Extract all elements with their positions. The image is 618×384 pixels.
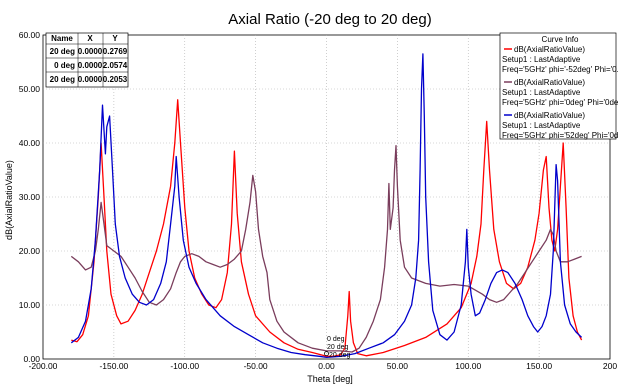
x-tick-label: 150.00 (526, 361, 552, 371)
legend-series-name: dB(AxialRatioValue) (514, 111, 585, 120)
legend-series-info: Setup1 : LastAdaptive (502, 55, 581, 64)
marker-table-cell: 0.2769 (103, 47, 128, 56)
legend-series-info: Setup1 : LastAdaptive (502, 88, 581, 97)
x-axis-ticks: -200.00 -150.00 -100.00 -50.00 0.00 50.00 100.… (29, 361, 618, 371)
y-tick-label: 10.00 (19, 300, 41, 310)
y-tick-label: 30.00 (19, 192, 41, 202)
x-tick-label: 100.00 (455, 361, 481, 371)
y-tick-label: 60.00 (19, 30, 41, 40)
y-tick-label: 0.00 (23, 354, 40, 364)
marker-label: 20 deg (327, 344, 349, 351)
x-tick-label: -150.00 (99, 361, 128, 371)
y-axis-ticks: 0.00 10.00 20.00 30.00 40.00 50.00 60.00 (19, 30, 41, 364)
legend-frame (499, 32, 617, 140)
x-tick-label: -100.00 (170, 361, 199, 371)
x-tick-label: 0.00 (318, 361, 335, 371)
marker-table-header-y: Y (112, 34, 118, 43)
marker-table-cell: 0 deg (54, 61, 75, 70)
x-tick-label: -200.00 (29, 361, 58, 371)
legend-series-info: Freq='5GHz' phi='52deg' Phi='0d... (502, 131, 618, 140)
chart-title: Axial Ratio (-20 deg to 20 deg) (228, 11, 431, 28)
marker-table-cell: 20 deg (50, 75, 75, 84)
marker-table-cell: 0.0000 (78, 75, 103, 84)
legend-title: Curve Info (542, 35, 579, 44)
y-tick-label: 50.00 (19, 84, 41, 94)
series-purple-phi-0 (70, 145, 582, 353)
marker-labels: 0 deg 20 deg 20 deg (327, 336, 351, 359)
marker-table-frame (45, 32, 129, 88)
marker-table[interactable]: Name X Y 20 deg 0.0000 0.2769 0 deg 0.00… (45, 32, 129, 88)
x-tick-label: 200 (603, 361, 617, 371)
legend-series-info: Freq='5GHz' phi='0deg' Phi='0deg' (502, 98, 618, 107)
marker-table-cell: 20 deg (50, 47, 75, 56)
y-tick-label: 20.00 (19, 246, 41, 256)
marker-table-cell: 0.0000 (78, 47, 103, 56)
y-axis-label: dB(AxialRatioValue) (4, 160, 14, 240)
y-tick-label: 40.00 (19, 138, 41, 148)
marker-table-cell: 0.2053 (103, 75, 128, 84)
marker-label: 20 deg (329, 352, 351, 359)
x-tick-label: 50.00 (387, 361, 409, 371)
marker-point (324, 351, 329, 357)
legend-curve-info[interactable]: Curve Info dB(AxialRatioValue) Setup1 : … (499, 32, 618, 140)
marker-table-header-name: Name (51, 34, 73, 43)
legend-series-info: Freq='5GHz' phi='-52deg' Phi='0... (502, 65, 618, 74)
legend-series-info: Setup1 : LastAdaptive (502, 121, 581, 130)
x-tick-label: -50.00 (244, 361, 268, 371)
marker-table-header-x: X (87, 34, 93, 43)
series-blue-phi-52 (70, 53, 583, 359)
legend-series-name: dB(AxialRatioValue) (514, 45, 585, 54)
marker-table-cell: 0.0000 (78, 61, 103, 70)
legend-series-name: dB(AxialRatioValue) (514, 78, 585, 87)
x-axis-label: Theta [deg] (307, 374, 353, 384)
marker-table-cell: 2.0574 (103, 61, 128, 70)
marker-label: 0 deg (327, 336, 345, 343)
series-group (70, 53, 583, 359)
